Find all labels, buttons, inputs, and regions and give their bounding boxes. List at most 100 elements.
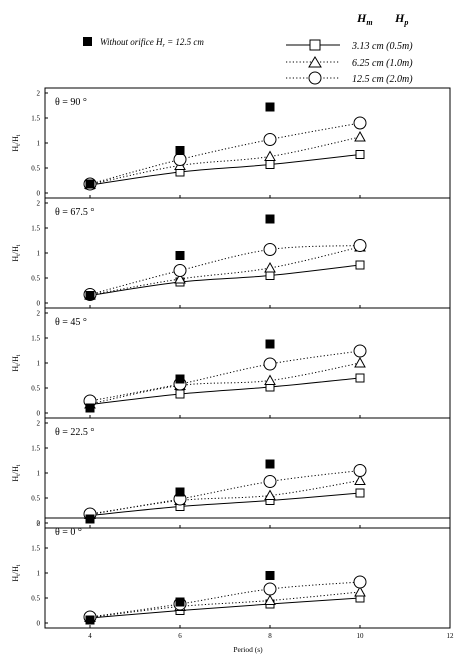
y-tick-label: 0 [37,190,41,198]
panel-4: 0 0.5 1 1.5 2 Ht/Hi θ = 22.5 ° [11,417,451,529]
y-axis-label-part: /H [11,466,20,474]
y-axis-label-part: /H [11,246,20,254]
y-tick-label: 2 [37,310,41,318]
y-tick-label: 1.5 [31,545,40,553]
x-tick-label: 10 [357,632,365,640]
series-3-point [263,243,277,256]
series-line-1 [89,492,361,516]
series-1-point [355,488,365,498]
y-axis-label-part: i [16,564,22,566]
y-tick-label: 1 [37,250,41,258]
series-3-point [353,116,367,130]
y-axis-label: Ht/Hi [11,244,22,261]
y-tick-label: 2 [37,520,41,528]
legend-square-marker [309,39,321,51]
y-tick-label: 1 [37,470,41,478]
y-tick-label: 0.5 [31,275,40,283]
y-tick-label: 0.5 [31,385,40,393]
without-orifice-point [265,102,275,112]
series-line-3 [89,581,361,618]
legend-entry-2-label: 6.25 cm (1.0m) [352,58,413,69]
y-axis-label-part: H [11,146,20,152]
legend-circle-marker [308,71,322,85]
series-2-point [354,474,366,485]
panel-label: θ = 67.5 ° [55,207,94,218]
legend-header-hm: Hm [356,11,373,27]
series-2-point [264,489,276,500]
series-1-point [355,260,365,270]
y-axis-label-part: /H [11,566,20,574]
x-axis-label: Period (s) [233,645,263,654]
series-3-point [353,464,367,477]
y-axis-label: Ht/Hi [11,354,22,371]
series-1-point [355,150,365,159]
series-3-point [353,575,367,589]
without-orifice-point [265,214,275,224]
without-orifice-point [175,597,185,607]
series-3-point [263,582,277,596]
without-orifice-point [85,403,95,413]
without-orifice-point [85,291,95,300]
series-2-point [354,130,366,142]
panel-label: θ = 90 ° [55,97,87,108]
y-tick-label: 1 [37,570,41,578]
panel-1: 0 0.5 1 1.5 2 Ht/Hi θ = 90 ° [11,87,451,199]
y-axis-label-part: i [16,244,22,246]
series-line-2 [89,362,361,405]
series-line-1 [89,264,361,296]
series-3-point [173,153,187,166]
y-axis-label-part: t [16,474,22,476]
y-axis-label: Ht/Hi [11,134,22,151]
panel-frame [44,417,451,529]
legend-entry-1-label: 3.13 cm (0.5m) [351,41,413,52]
series-1-point [265,271,275,280]
y-tick-label: 1.5 [31,335,40,343]
series-2-point [264,261,276,273]
y-axis-label-part: i [16,354,22,356]
without-orifice-point [265,339,275,349]
series-line-2 [89,246,361,296]
y-tick-label: 2 [37,90,41,98]
y-tick-label: 0.5 [31,165,40,173]
y-axis-label-part: /H [11,136,20,144]
series-line-1 [89,377,361,405]
y-tick-label: 2 [37,200,41,208]
series-line-2 [89,591,361,618]
series-line-3 [89,350,361,402]
y-axis-label-part: i [16,134,22,136]
y-tick-label: 1.5 [31,115,40,123]
panel-label: θ = 22.5 ° [55,427,94,438]
series-2-point [354,356,366,368]
series-2-point [354,585,366,597]
without-orifice-point [85,179,95,189]
series-2-point [174,272,186,284]
without-orifice-point [85,615,95,625]
y-tick-label: 1.5 [31,225,40,233]
without-orifice-point [85,514,95,524]
series-line-1 [89,597,361,619]
series-line-2 [89,480,361,515]
series-3-point [353,239,367,252]
x-tick-label: 6 [178,632,182,640]
series-2-point [264,594,276,605]
series-2-point [264,150,276,161]
legend-header-hp: Hp [394,11,408,27]
series-line-3 [89,122,361,185]
x-tick-label: 12 [447,632,455,640]
series-3-point [173,264,187,277]
y-tick-label: 0 [37,300,41,308]
y-tick-label: 1 [37,360,41,368]
y-tick-label: 0 [37,520,41,528]
series-1-point [175,389,185,399]
legend: Without orifice Hr = 12.5 cm Hm Hp 3.13 … [83,11,413,85]
x-tick-label: 8 [268,632,272,640]
series-3-point [353,344,367,358]
panel-5: 0 0.5 1 1.5 2 Ht/Hi θ = 0 ° 4 6 8 10 12 [11,517,455,640]
series-3-point [263,475,277,488]
x-tick-label: 4 [88,632,92,640]
without-orifice-point [265,571,275,580]
without-orifice-point [175,146,185,155]
series-line-3 [89,245,361,295]
y-axis-label-part: H [11,476,20,482]
